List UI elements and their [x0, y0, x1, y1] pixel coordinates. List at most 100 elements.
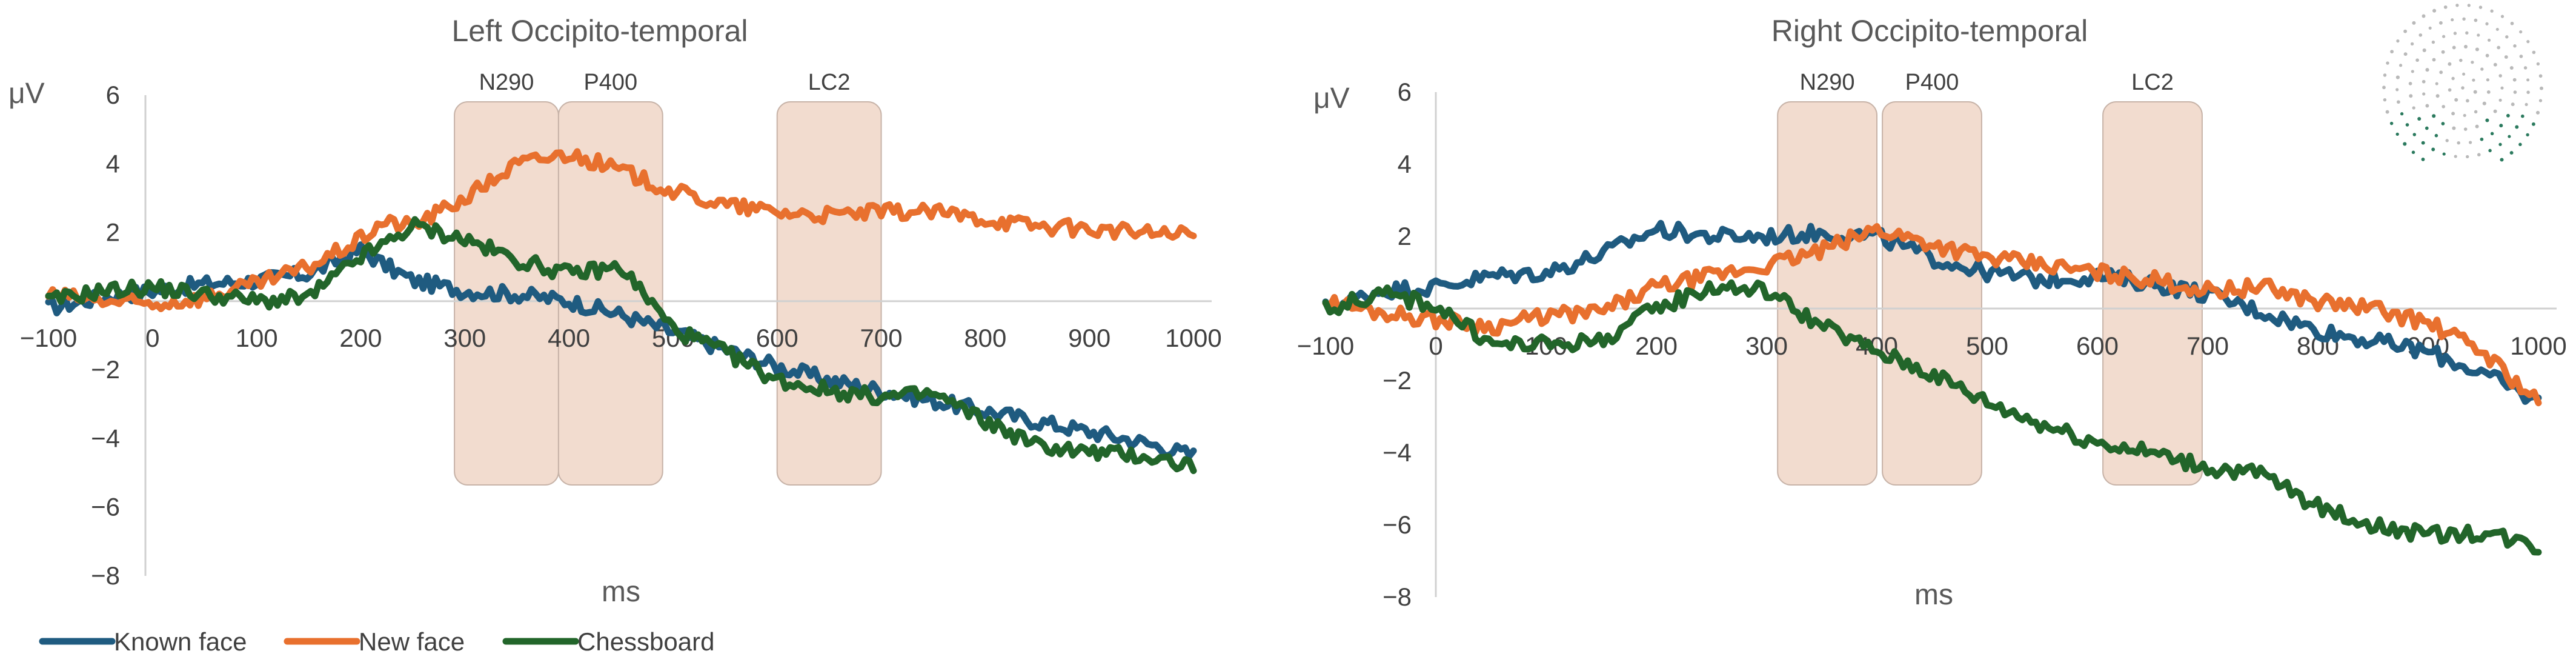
electrode-dot	[2383, 73, 2387, 77]
y-tick-label: 4	[1398, 150, 1412, 178]
electrode-dot	[2454, 98, 2458, 102]
electrode-dot	[2382, 85, 2386, 90]
series-group	[45, 148, 1197, 475]
electrode-dot	[2477, 33, 2480, 37]
electrode-dot	[2468, 141, 2472, 144]
chart-right-occipito-temporal: N290 P400 LC2 −100 0 100 200 300 400 500 600 700 80…	[1297, 14, 2567, 611]
series-line-known-face	[1322, 219, 2542, 405]
x-tick-label: 1000	[2510, 332, 2566, 360]
electrode-dot	[2411, 150, 2415, 155]
electrode-dot	[2438, 21, 2443, 25]
series-line-chessboard	[1322, 279, 2542, 556]
electrode-dot	[2421, 157, 2425, 161]
electrode-dot	[2409, 94, 2413, 98]
electrode-dot	[2425, 68, 2429, 72]
electrode-dot	[2445, 139, 2449, 142]
x-tick-label: 500	[1966, 332, 2008, 360]
y-tick-label: −8	[1383, 583, 1412, 611]
y-tick-label: −6	[91, 493, 120, 521]
electrode-dot	[2462, 17, 2466, 21]
window-label-n290: N290	[1800, 70, 1855, 95]
window-label-lc2: LC2	[2131, 70, 2174, 95]
electrode-dot	[2519, 30, 2523, 34]
electrode-dot	[2422, 48, 2426, 52]
series-group	[1322, 219, 2542, 556]
chart-title: Left Occipito-temporal	[451, 14, 748, 48]
electrode-dot	[2536, 62, 2540, 66]
electrode-dot	[2526, 39, 2530, 44]
electrode-dot	[2482, 101, 2486, 105]
electrode-dot	[2390, 50, 2394, 54]
x-tick-label: 700	[860, 324, 903, 352]
y-tick-label: 2	[1398, 222, 1412, 250]
x-tick-label: 200	[1635, 332, 1678, 360]
window-label-lc2: LC2	[808, 70, 851, 95]
window-label-p400: P400	[583, 70, 637, 95]
electrode-dot	[2488, 38, 2491, 42]
electrode-dot	[2480, 67, 2484, 71]
electrode-dot	[2467, 4, 2471, 7]
electrode-dot	[2441, 50, 2445, 54]
electrode-dot	[2500, 15, 2505, 18]
x-axis-label: ms	[602, 576, 640, 608]
electrode-dot	[2499, 124, 2503, 128]
x-tick-label: 300	[443, 324, 486, 352]
electrode-dot	[2459, 58, 2463, 62]
x-tick-label: 100	[236, 324, 278, 352]
electrode-dot	[2395, 132, 2399, 136]
series-line-new-face	[45, 148, 1197, 312]
electrode-dot	[2452, 126, 2456, 130]
electrode-dot	[2498, 142, 2502, 146]
electrode-dot	[2540, 86, 2543, 90]
electrode-dot	[2451, 76, 2455, 81]
electrode-dot	[2425, 104, 2429, 108]
window-p400	[557, 101, 663, 486]
legend-label: Chessboard	[577, 627, 714, 656]
y-tick-label: 2	[106, 218, 120, 247]
window-p400	[1882, 101, 1982, 486]
x-tick-label: 600	[756, 324, 798, 352]
electrode-dot	[2493, 62, 2497, 67]
electrode-dot	[2432, 58, 2436, 62]
electrode-dot	[2486, 78, 2490, 82]
x-tick-label: 800	[964, 324, 1006, 352]
electrode-dot	[2526, 133, 2529, 137]
electrode-dot	[2472, 78, 2475, 82]
electrode-dot	[2455, 4, 2459, 7]
electrode-dot	[2435, 82, 2438, 85]
electrode-dot	[2400, 112, 2404, 116]
electrode-dot	[2523, 66, 2528, 70]
electrode-dot	[2431, 147, 2435, 152]
electrode-dot	[2480, 137, 2484, 141]
electrode-dot	[2463, 127, 2468, 131]
electrode-dot	[2411, 70, 2414, 73]
y-tick-label: 4	[106, 149, 120, 178]
electrode-dot	[2471, 61, 2474, 64]
electrode-dot	[2508, 135, 2511, 138]
electrode-dot	[2504, 55, 2508, 59]
electrode-dot	[2511, 102, 2515, 107]
electrode-dot	[2497, 45, 2501, 50]
electrode-dot	[2412, 106, 2415, 110]
electrode-dot	[2465, 31, 2469, 35]
electrode-dot	[2428, 26, 2432, 30]
electrode-dot	[2493, 109, 2497, 113]
electrode-dot	[2475, 47, 2479, 52]
electrode-dot	[2452, 45, 2456, 50]
electrode-dot	[2509, 66, 2514, 70]
electrode-dot	[2513, 44, 2517, 48]
legend-label: Known face	[114, 627, 247, 656]
series-line-chessboard	[45, 216, 1197, 475]
electrode-dot	[2410, 42, 2414, 46]
electrode-dot	[2422, 79, 2426, 84]
electrode-dot	[2538, 74, 2543, 78]
electrode-dot	[2415, 58, 2419, 62]
electrode-dot	[2500, 86, 2504, 90]
x-tick-label: 600	[2076, 332, 2119, 360]
electrode-dot	[2515, 125, 2519, 129]
electrode-dot	[2506, 113, 2510, 118]
electrode-dot	[2441, 122, 2445, 125]
x-tick-label: 400	[548, 324, 590, 352]
window-lc2	[776, 101, 882, 486]
